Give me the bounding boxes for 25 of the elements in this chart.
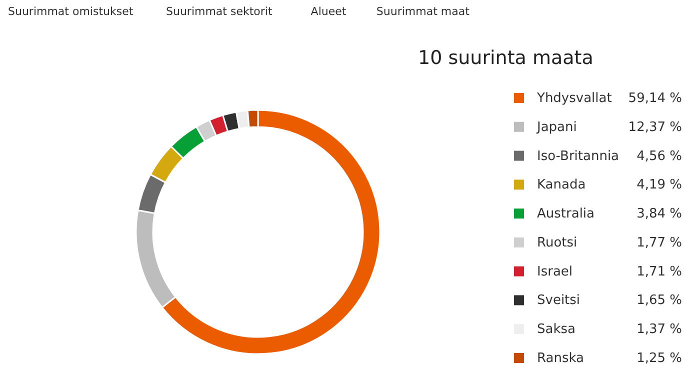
data-label: 1,25 % xyxy=(636,351,682,366)
text: Suurimmat maat xyxy=(376,5,470,18)
data-label: 1,65 % xyxy=(636,293,682,308)
legend-label: Yhdysvallat xyxy=(536,91,612,106)
legend-label: Iso-Britannia xyxy=(537,148,620,164)
legend-label: Israel xyxy=(537,264,573,280)
text: Suurimmat sektorit xyxy=(166,5,273,18)
text: Suurimmat omistukset xyxy=(8,5,134,18)
chart-title: 10 suurinta maata xyxy=(418,47,594,69)
data-label: 1,77 % xyxy=(636,235,682,250)
legend-label: Kanada xyxy=(537,178,586,193)
data-label: 59,14 % xyxy=(628,91,682,106)
legend-label: Japani xyxy=(536,120,577,135)
data-label: 12,37 % xyxy=(628,120,682,135)
legend-label: Ranska xyxy=(537,351,584,366)
legend-label: Ruotsi xyxy=(537,235,578,250)
text: Alueet xyxy=(310,5,347,18)
data-label: 1,71 % xyxy=(636,264,682,280)
legend-label: Australia xyxy=(537,206,595,222)
data-label: 3,84 % xyxy=(636,206,682,222)
data-label: 4,19 % xyxy=(636,178,682,193)
legend-label: Sveitsi xyxy=(537,293,580,308)
legend-label: Saksa xyxy=(537,322,576,338)
data-label: 4,56 % xyxy=(636,148,682,164)
data-label: 1,37 % xyxy=(636,322,682,338)
